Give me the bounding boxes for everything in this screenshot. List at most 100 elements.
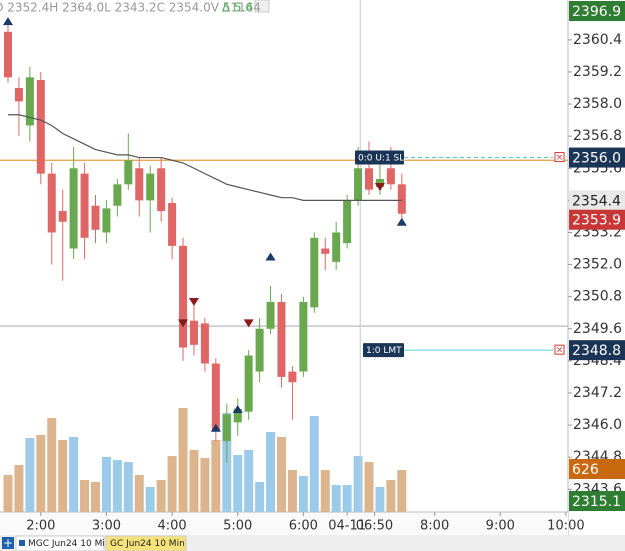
volume-bar [101,456,111,512]
volume-bar [364,462,374,512]
cancel-order [554,152,565,163]
time-axis [0,512,568,535]
volume-bar [353,456,363,512]
x-tick-label: 6:00 [289,519,318,534]
candle-body [211,363,220,431]
volume-bar [112,459,122,512]
candle-body [124,160,133,185]
tab-label: GC Jun24 10 Min [110,539,185,549]
tab[interactable] [105,535,187,551]
candle-body [288,371,297,383]
volume-bar [255,482,265,512]
order-label: 1:0 LMT [366,346,402,356]
volume-bar [342,485,352,512]
y-tick-label: 2360.4 [573,32,622,48]
volume-bar [320,469,330,512]
volume-bar [156,479,166,512]
close-flag-bg [569,209,625,230]
x-tick-label: 5:00 [223,519,252,534]
volume-bar [244,449,254,512]
volume-bar [58,439,68,512]
candle-body [80,173,89,238]
candle-body [189,320,198,345]
ohlcv-header: O 2352.4H 2364.0L 2343.2C 2354.0V 51144 [0,1,261,15]
trade-marker [232,405,243,414]
volume-bar [200,457,210,512]
candle-body [266,302,275,329]
moving-average [7,114,402,201]
toolbar-button[interactable] [254,0,270,13]
y-tick-label: 2358.0 [573,96,622,112]
ma-flag: 2354.4 [572,193,621,209]
y-tick-label: 2359.2 [573,64,622,80]
candle-body [14,88,23,102]
candle-body [255,328,264,372]
volume-bar [331,485,341,512]
volume-flag: 626 [572,462,599,478]
delta-header: Δ 5.6 [222,1,253,15]
candle-body [222,414,231,442]
candle-body [69,168,78,249]
top-flag-bg [569,1,625,21]
price-axis [568,0,625,535]
candle-body [375,178,384,187]
tab-label: MGC Jun24 10 Min [28,539,111,549]
order-label-box [355,150,404,165]
order-label-box [363,343,404,358]
y-tick-label: 2350.8 [573,289,622,305]
candle-body [310,237,319,308]
candle-body [146,173,155,201]
x-tick-label: 8:00 [420,519,449,534]
volume-bar [233,455,243,512]
order-price-flag [569,147,625,168]
x-tick-label: 04-11 [328,519,366,534]
top-flag: 2396.9 [572,4,621,20]
trade-marker [2,17,13,26]
order-price-flag [569,340,625,361]
x-tick-label: 06:50 [356,519,393,534]
volume-bar [47,417,57,512]
candle-body [179,245,188,348]
candle-body [168,203,177,246]
plot-area [0,0,568,512]
trade-marker [374,182,385,191]
candle-body [113,184,122,206]
candle-body [36,79,45,174]
trade-marker [210,423,221,432]
volume-bar [189,449,199,512]
bottom-flag: 2315.1 [572,494,621,510]
y-tick-label: 2346.0 [573,417,622,433]
volume-bar [145,486,155,512]
candle-body [47,173,56,233]
x-tick-label: 10:00 [547,519,584,534]
candle-body [397,184,406,214]
volume-bar [167,456,177,512]
volume-bar [276,436,286,512]
tab-icon [19,540,25,546]
add-tab-button[interactable] [2,537,14,549]
trade-marker [396,217,407,226]
volume-bar [14,465,24,512]
y-tick-label: 2352.0 [573,257,622,273]
trade-marker [188,298,199,307]
volume-bar [25,437,35,512]
candle-body [365,168,374,190]
candle-body [299,302,308,372]
volume-bar [80,479,90,512]
candle-body [102,208,111,233]
volume-flag-bg [569,458,625,479]
candle-body [157,168,166,212]
volume-bar [123,462,133,512]
candle-body [91,205,100,230]
y-tick-label: 2356.8 [573,128,622,144]
tab[interactable] [15,535,105,551]
volume-bar [211,439,221,512]
candle-body [233,409,242,423]
close-flag: 2353.9 [572,213,621,229]
order-price-label: 2348.8 [572,343,621,359]
order-label: 0:0 U:1 SL [358,154,404,164]
ma-flag-bg [569,190,625,211]
add-icon: + [3,536,13,550]
candle-body [354,168,363,201]
candle-body [277,302,286,377]
